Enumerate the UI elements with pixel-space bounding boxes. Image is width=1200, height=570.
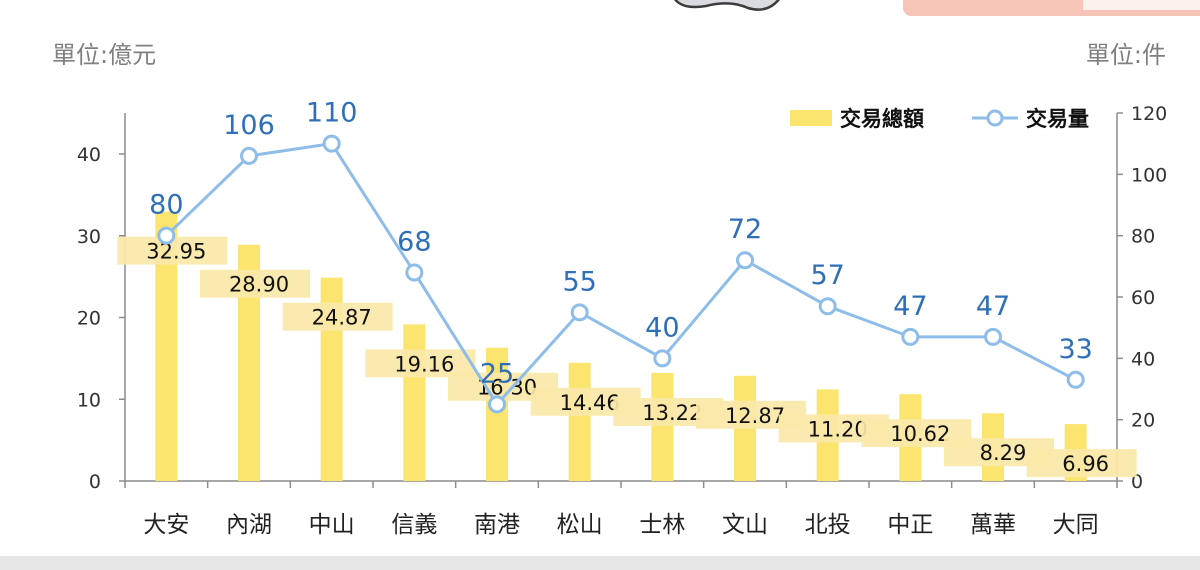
y-left-tick-label: 10 xyxy=(77,389,101,411)
volume-value-label: 110 xyxy=(306,98,358,129)
bar-value-label-bg xyxy=(282,302,393,331)
volume-value-label: 57 xyxy=(810,260,844,291)
y-right-tick-label: 100 xyxy=(1131,164,1167,186)
volume-value-label: 47 xyxy=(976,291,1010,322)
volume-point-大安 xyxy=(157,226,176,245)
bar-大安 xyxy=(155,211,178,482)
bar-內湖 xyxy=(238,244,260,481)
volume-value-label: 25 xyxy=(480,358,514,389)
bar-value-label: 8.29 xyxy=(980,441,1027,465)
bar-value-label: 14.46 xyxy=(560,391,620,415)
volume-point-士林 xyxy=(653,349,672,368)
page-bottom-band xyxy=(0,556,1200,570)
x-tick-label: 萬華 xyxy=(970,512,1016,538)
volume-point-中正 xyxy=(901,327,920,346)
x-tick-label: 文山 xyxy=(722,512,768,538)
right-unit-label: 單位:件 xyxy=(1086,41,1166,69)
y-right-tick-label: 120 xyxy=(1131,103,1167,125)
bar-value-label: 13.22 xyxy=(642,401,702,425)
x-tick-label: 中正 xyxy=(887,512,933,538)
legend-bar-label: 交易總額 xyxy=(840,107,924,131)
volume-point-內湖 xyxy=(240,146,258,165)
bar-value-label: 12.87 xyxy=(725,404,785,428)
volume-value-label: 55 xyxy=(562,266,596,297)
volume-line xyxy=(165,142,1077,407)
x-tick-label: 大安 xyxy=(143,512,189,538)
volume-point-中山 xyxy=(322,134,341,153)
x-tick-label: 信義 xyxy=(391,512,437,538)
legend-line-label: 交易量 xyxy=(1026,107,1089,131)
volume-point-文山 xyxy=(736,251,754,270)
x-tick-label: 松山 xyxy=(557,512,603,538)
map-fragment-decoration xyxy=(674,0,780,11)
bar-value-label: 24.87 xyxy=(312,306,372,330)
volume-value-label: 68 xyxy=(397,226,431,257)
x-tick-label: 北投 xyxy=(805,512,851,538)
volume-point-萬華 xyxy=(984,327,1002,346)
volume-value-label: 80 xyxy=(149,190,183,221)
volume-point-大同 xyxy=(1066,370,1085,389)
bar-value-label: 28.90 xyxy=(229,273,289,297)
volume-value-label: 33 xyxy=(1058,334,1092,365)
legend-bar-swatch xyxy=(790,110,832,126)
x-tick-label: 大同 xyxy=(1053,512,1099,538)
y-left-tick-label: 30 xyxy=(77,226,101,248)
y-right-tick-label: 80 xyxy=(1131,226,1155,248)
y-right-tick-label: 60 xyxy=(1131,287,1155,309)
y-right-tick-label: 20 xyxy=(1131,410,1155,432)
bar-value-label-bg xyxy=(200,269,310,298)
volume-value-label: 106 xyxy=(223,110,275,141)
volume-value-label: 47 xyxy=(893,291,927,322)
x-tick-label: 中山 xyxy=(309,512,355,538)
bar-松山 xyxy=(568,362,591,481)
volume-value-label: 40 xyxy=(645,312,679,343)
bar-信義 xyxy=(403,324,426,481)
volume-point-信義 xyxy=(405,263,424,282)
volume-value-label: 72 xyxy=(728,214,762,245)
bar-value-label: 19.16 xyxy=(394,352,454,376)
volume-point-松山 xyxy=(570,303,589,322)
header-tab-highlight xyxy=(1083,0,1200,10)
y-left-tick-label: 20 xyxy=(77,308,101,330)
x-tick-label: 士林 xyxy=(639,512,685,538)
legend-line-marker xyxy=(986,109,1004,127)
bar-value-label-bg xyxy=(1026,449,1137,478)
bar-value-label-bg xyxy=(365,349,476,378)
x-tick-label: 內湖 xyxy=(226,512,272,538)
volume-point-南港 xyxy=(488,395,506,414)
left-unit-label: 單位:億元 xyxy=(52,41,156,69)
y-left-tick-label: 0 xyxy=(89,471,101,493)
y-left-tick-label: 40 xyxy=(77,144,101,166)
bar-value-label: 6.96 xyxy=(1062,452,1109,476)
y-right-tick-label: 40 xyxy=(1131,348,1155,370)
volume-point-北投 xyxy=(818,297,837,316)
bar-value-label: 10.62 xyxy=(890,422,950,446)
x-tick-label: 南港 xyxy=(474,512,520,538)
bar-value-label: 11.20 xyxy=(808,417,868,441)
bar-value-label: 32.95 xyxy=(146,240,206,264)
bar-士林 xyxy=(651,372,674,481)
